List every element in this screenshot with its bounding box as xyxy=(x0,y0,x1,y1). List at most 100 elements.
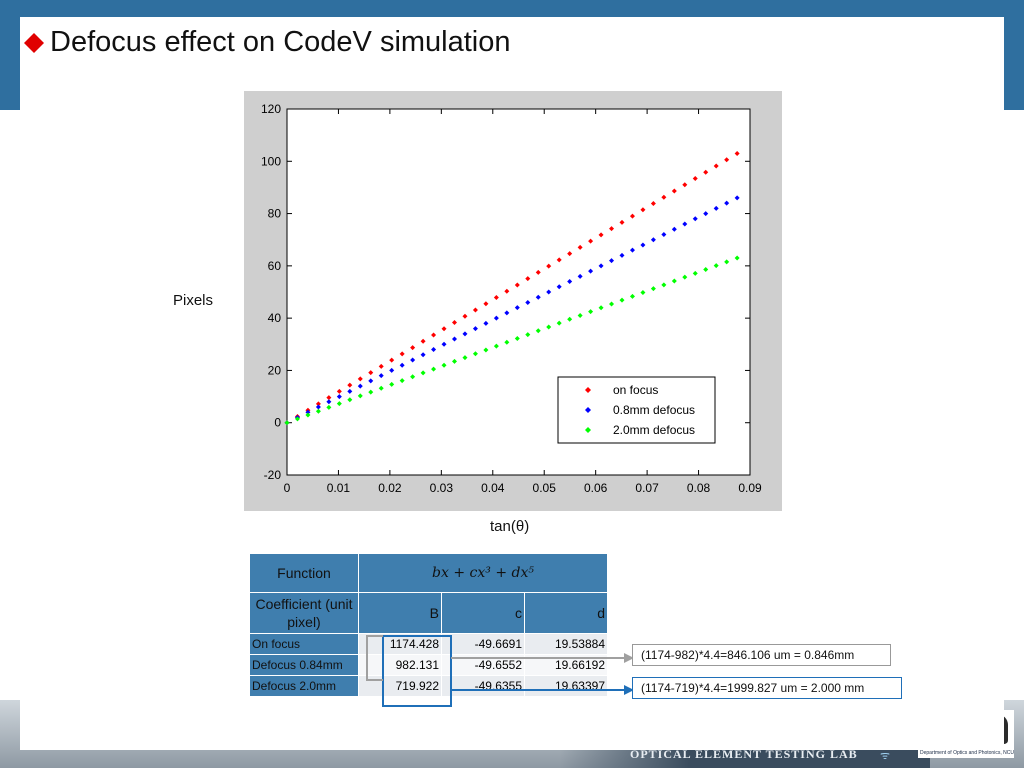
data-point xyxy=(378,385,384,391)
data-point xyxy=(326,399,332,405)
data-point xyxy=(535,269,541,275)
data-point xyxy=(326,395,332,401)
data-point xyxy=(441,341,447,347)
note-defocus-084: (1174-982)*4.4=846.106 um = 0.846mm xyxy=(632,644,891,666)
data-point xyxy=(661,282,667,288)
slide-title: Defocus effect on CodeV simulation xyxy=(24,26,511,59)
data-point xyxy=(410,345,416,351)
data-point xyxy=(462,313,468,319)
coefficient-header: Coefficient (unit pixel) xyxy=(249,592,359,634)
data-point xyxy=(493,343,499,349)
data-point xyxy=(483,301,489,307)
data-point xyxy=(671,278,677,284)
data-point xyxy=(546,324,552,330)
data-point xyxy=(535,294,541,300)
data-point xyxy=(577,273,583,279)
cell-d: 19.53884 xyxy=(524,633,608,655)
data-point xyxy=(483,347,489,353)
data-point xyxy=(619,219,625,225)
data-point xyxy=(556,284,562,290)
data-point xyxy=(546,289,552,295)
data-point xyxy=(504,310,510,316)
data-point xyxy=(619,252,625,258)
data-point xyxy=(305,412,311,418)
data-point xyxy=(294,416,300,422)
red-diamond-bullet-icon xyxy=(24,32,44,53)
data-point xyxy=(378,373,384,379)
data-point xyxy=(609,226,615,232)
y-tick-label: 100 xyxy=(261,154,281,168)
data-point xyxy=(577,312,583,318)
data-point xyxy=(650,201,656,207)
legend-box xyxy=(557,376,716,444)
data-point xyxy=(305,409,311,415)
data-point xyxy=(598,305,604,311)
x-tick-label: 0.05 xyxy=(533,481,557,495)
data-point xyxy=(483,320,489,326)
data-point xyxy=(389,357,395,363)
data-point xyxy=(399,378,405,384)
y-tick-label: 120 xyxy=(261,102,281,116)
data-point xyxy=(472,351,478,357)
data-point xyxy=(368,378,374,384)
data-point xyxy=(629,293,635,299)
function-header: Function xyxy=(249,553,359,593)
data-point xyxy=(451,320,457,326)
legend-label: 0.8mm defocus xyxy=(613,403,695,417)
y-tick-label: 60 xyxy=(268,259,282,273)
data-point xyxy=(650,237,656,243)
data-point xyxy=(357,393,363,399)
wifi-icon: ᯤ xyxy=(880,750,891,762)
data-point xyxy=(389,367,395,373)
x-axis-label: tan(θ) xyxy=(490,518,530,535)
data-point xyxy=(671,188,677,194)
legend-label: 2.0mm defocus xyxy=(613,423,695,437)
data-point xyxy=(431,347,437,353)
plot-frame: -20 0 20 40 60 80 100 120 0 0.01 0.02 0.03 0.04 0.05… xyxy=(244,91,782,511)
data-point xyxy=(724,157,730,163)
col-header-d: d xyxy=(524,592,608,634)
x-tick-label: 0.08 xyxy=(687,481,711,495)
table-row: On focus 1174.428 -49.6691 19.53884 xyxy=(249,633,608,655)
data-point xyxy=(619,297,625,303)
logo-dept-text: Department of Optics and Photonics, NCU xyxy=(920,750,1014,756)
data-point xyxy=(336,388,342,394)
data-point xyxy=(493,315,499,321)
cell-c: -49.6355 xyxy=(441,675,525,697)
data-point xyxy=(378,363,384,369)
data-point xyxy=(472,326,478,332)
data-point xyxy=(682,182,688,188)
data-point xyxy=(472,307,478,313)
data-point xyxy=(713,163,719,169)
data-point xyxy=(577,244,583,250)
data-point xyxy=(682,274,688,280)
x-tick-label: 0.03 xyxy=(430,481,454,495)
data-point xyxy=(640,289,646,295)
data-point xyxy=(441,362,447,368)
data-point xyxy=(703,267,709,273)
cell-b: 1174.428 xyxy=(358,633,442,655)
data-point xyxy=(567,316,573,322)
data-point xyxy=(399,351,405,357)
data-point xyxy=(431,332,437,338)
data-point xyxy=(410,357,416,363)
data-point xyxy=(588,238,594,244)
x-tick-label: 0 xyxy=(284,481,291,495)
table-row: Defocus 0.84mm 982.131 -49.6552 19.66192 xyxy=(249,654,608,676)
y-tick-label: 0 xyxy=(274,416,281,430)
legend-marker xyxy=(585,387,591,393)
data-point xyxy=(640,242,646,248)
data-point xyxy=(493,294,499,300)
data-point xyxy=(598,232,604,238)
data-point xyxy=(598,263,604,269)
footer-lab-name: OPTICAL ELEMENT TESTING LAB xyxy=(630,747,858,761)
data-point xyxy=(734,195,740,201)
data-point xyxy=(431,366,437,372)
data-point xyxy=(661,231,667,237)
data-point xyxy=(525,299,531,305)
table-row: Defocus 2.0mm 719.922 -49.6355 19.63397 xyxy=(249,675,608,697)
data-point xyxy=(703,211,709,217)
row-label: Defocus 0.84mm xyxy=(249,654,359,676)
data-point xyxy=(368,389,374,395)
y-tick-label: 80 xyxy=(268,207,282,221)
